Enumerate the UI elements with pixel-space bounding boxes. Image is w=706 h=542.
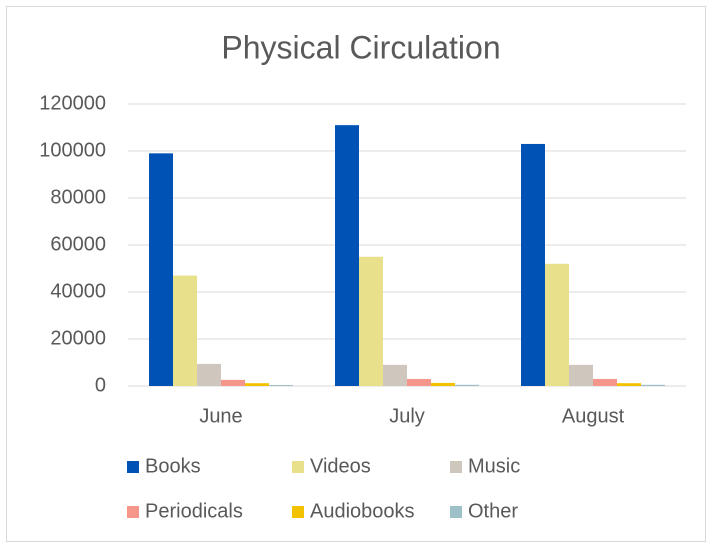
bar <box>335 125 359 387</box>
bar <box>431 382 455 386</box>
bar <box>617 383 641 386</box>
chart-title: Physical Circulation <box>221 29 500 65</box>
legend-label: Audiobooks <box>310 500 415 522</box>
legend-label: Periodicals <box>145 500 243 522</box>
x-tick-label: June <box>199 405 242 427</box>
legend-swatch <box>450 461 462 473</box>
legend-label: Other <box>468 500 518 522</box>
legend-label: Videos <box>310 455 371 477</box>
y-tick-label: 100000 <box>39 139 106 161</box>
legend-swatch <box>450 506 462 518</box>
legend-swatch <box>292 506 304 518</box>
y-tick-label: 60000 <box>50 233 106 255</box>
bar <box>521 143 545 386</box>
legend-swatch <box>292 461 304 473</box>
bar <box>407 378 431 386</box>
bar <box>245 383 269 386</box>
bar <box>149 153 173 386</box>
y-tick-label: 20000 <box>50 327 106 349</box>
bar <box>569 364 593 386</box>
bar <box>269 385 293 386</box>
bar <box>221 379 245 386</box>
y-tick-label: 0 <box>95 374 106 396</box>
legend-swatch <box>127 506 139 518</box>
x-tick-label: August <box>562 405 625 427</box>
bar <box>545 263 569 386</box>
bar <box>593 378 617 386</box>
bar <box>173 275 197 386</box>
bar <box>455 384 479 386</box>
bar <box>383 364 407 386</box>
x-tick-label: July <box>389 405 425 427</box>
bar <box>641 384 665 386</box>
y-tick-label: 40000 <box>50 280 106 302</box>
legend-label: Books <box>145 455 201 477</box>
legend-label: Music <box>468 455 520 477</box>
legend-swatch <box>127 461 139 473</box>
y-tick-label: 120000 <box>39 92 106 114</box>
bar <box>197 363 221 386</box>
y-tick-label: 80000 <box>50 186 106 208</box>
bar <box>359 256 383 386</box>
